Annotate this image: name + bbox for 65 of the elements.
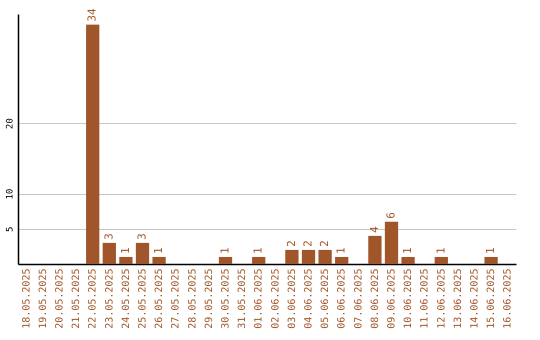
x-tick-label: 02.06.2025 [270, 268, 282, 329]
data-label: 4 [368, 226, 381, 233]
data-label: 1 [334, 247, 348, 254]
x-tick-label: 31.05.2025 [237, 268, 248, 329]
bar [384, 222, 398, 264]
x-tick-label: 21.05.2025 [71, 268, 82, 329]
data-label: 1 [401, 247, 414, 254]
x-tick-label: 08.06.2025 [370, 268, 381, 329]
y-tick-label: 5 [6, 226, 16, 232]
bar [401, 256, 415, 264]
x-tick-label: 30.05.2025 [220, 268, 232, 329]
data-label: 2 [318, 240, 332, 247]
bar [86, 24, 100, 264]
data-label: 1 [118, 247, 132, 254]
data-label: 3 [136, 233, 148, 240]
x-tick-label: 07.06.2025 [353, 268, 364, 329]
data-label: 6 [384, 212, 398, 219]
data-label: 1 [484, 247, 498, 254]
data-label: 2 [284, 240, 298, 247]
x-tick-label: 01.06.2025 [254, 268, 265, 329]
x-tick-label: 10.06.2025 [403, 268, 414, 329]
x-tick-label: 03.06.2025 [286, 268, 298, 329]
x-tick-label: 26.05.2025 [154, 268, 166, 329]
bar [285, 250, 299, 264]
data-label: 3 [102, 233, 116, 240]
y-tick-label: 10 [6, 188, 16, 200]
x-tick-label: 11.06.2025 [420, 268, 431, 329]
x-tick-label: 09.06.2025 [386, 268, 398, 329]
data-label: 1 [434, 247, 448, 254]
x-tick-label: 18.05.2025 [21, 268, 32, 329]
x-tick-label: 28.05.2025 [187, 268, 198, 329]
bar [136, 242, 150, 264]
x-tick-label: 12.06.2025 [436, 268, 448, 329]
bar [152, 256, 166, 264]
x-tick-label: 29.05.2025 [204, 268, 215, 329]
data-label: 34 [86, 8, 99, 22]
bar [335, 256, 348, 264]
x-tick-label: 13.06.2025 [452, 268, 464, 329]
data-label: 1 [218, 247, 232, 254]
x-tick-label: 16.06.2025 [502, 268, 514, 329]
x-tick-label: 27.05.2025 [170, 268, 182, 329]
x-tick-label: 22.05.2025 [88, 268, 99, 329]
x-tick-label: 06.06.2025 [336, 268, 348, 329]
y-tick-label: 20 [6, 118, 16, 130]
x-tick-label: 24.05.2025 [120, 268, 132, 329]
bar [484, 256, 498, 264]
data-label: 1 [252, 247, 265, 254]
data-label: 1 [152, 247, 166, 254]
data-label: 2 [302, 240, 314, 247]
x-tick-label: 23.05.2025 [104, 268, 116, 329]
bar [434, 256, 448, 264]
bar [318, 250, 332, 264]
x-tick-label: 04.06.2025 [304, 268, 314, 329]
x-tick-label: 15.06.2025 [486, 268, 498, 329]
x-tick-label: 05.06.2025 [320, 268, 332, 329]
bar [218, 256, 232, 264]
bar [102, 242, 116, 264]
bar [368, 236, 382, 264]
x-tick-label: 25.05.2025 [138, 268, 148, 329]
bar [302, 250, 316, 264]
bar [119, 256, 133, 264]
x-tick-label: 14.06.2025 [470, 268, 480, 329]
x-tick-label: 20.05.2025 [54, 268, 66, 329]
x-tick-label: 19.05.2025 [38, 268, 49, 329]
bar [252, 256, 266, 264]
